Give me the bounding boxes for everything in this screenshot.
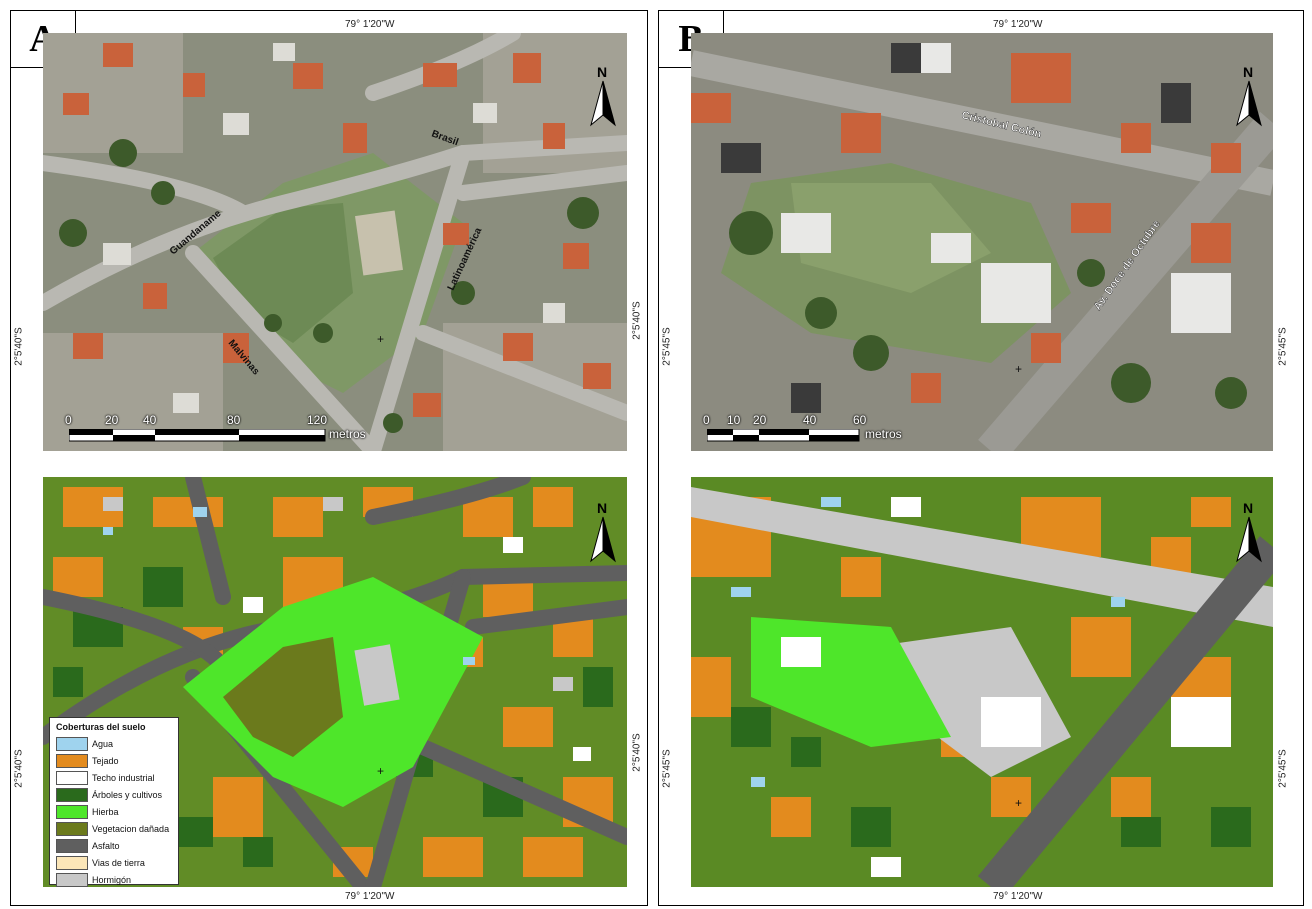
legend-title: Coberturas del suelo <box>56 722 146 732</box>
legend-label: Hormigón <box>92 874 132 885</box>
aerial-photo-b: Cristobal Colón Av. Doce de Octubre + <box>691 33 1273 451</box>
scale-bar-a: 0 20 40 80 120 metros <box>65 413 397 449</box>
coord-left-a-top: 2°5'40"S <box>13 327 25 366</box>
scale-bar-b: 0 10 20 40 60 metros <box>703 413 955 449</box>
north-arrow-icon: N <box>1236 64 1262 127</box>
north-arrow-icon: N <box>590 500 616 563</box>
legend-swatch <box>56 770 88 785</box>
classification-map-b: + N <box>691 477 1273 887</box>
legend-label: Agua <box>92 738 114 749</box>
legend-item: Tejado <box>56 752 172 769</box>
legend-item: Hormigón <box>56 871 172 887</box>
coord-left-b-bottom: 2°5'45"S <box>661 749 673 788</box>
coord-left-b-top: 2°5'45"S <box>661 327 673 366</box>
north-label: N <box>597 500 607 516</box>
north-label: N <box>597 64 607 80</box>
legend-label: Vias de tierra <box>92 857 145 868</box>
legend-item: Vegetacion dañada <box>56 820 172 837</box>
land-cover-map-b: + <box>691 477 1273 887</box>
north-label: N <box>1243 500 1253 516</box>
scale-tick: 40 <box>143 413 157 427</box>
coord-right-a-top: 2°5'40"S <box>631 301 643 340</box>
legend-swatch <box>56 736 88 751</box>
legend-label: Asfalto <box>92 840 120 851</box>
coord-left-a-bottom: 2°5'40"S <box>13 749 25 788</box>
legend-swatch <box>56 787 88 802</box>
coord-top-b: 79° 1'20"W <box>993 19 1043 30</box>
legend-label: Vegetacion dañada <box>92 823 170 834</box>
coord-right-b-bottom: 2°5'45"S <box>1277 749 1289 788</box>
panel-a: A 79° 1'20"W <box>10 10 648 906</box>
legend-item: Techo industrial <box>56 769 172 786</box>
coord-top-a: 79° 1'20"W <box>345 19 395 30</box>
legend-swatch <box>56 753 88 768</box>
legend: Coberturas del suelo Agua Tejado Techo ind… <box>49 717 179 887</box>
legend-item: Asfalto <box>56 837 172 854</box>
legend-item: Vias de tierra <box>56 854 172 871</box>
scale-tick: 120 <box>307 413 328 427</box>
scale-tick: 60 <box>853 413 867 427</box>
legend-item: Agua <box>56 735 172 752</box>
scale-tick: 10 <box>727 413 741 427</box>
legend-item: Hierba <box>56 803 172 820</box>
scale-tick: 20 <box>753 413 767 427</box>
north-arrow-icon: N <box>1236 500 1262 563</box>
scale-unit: metros <box>865 427 902 441</box>
scale-tick: 40 <box>803 413 817 427</box>
panel-b: B 79° 1'20"W <box>658 10 1304 906</box>
legend-label: Tejado <box>92 755 119 766</box>
legend-swatch <box>56 855 88 870</box>
coord-right-a-bottom: 2°5'40"S <box>631 733 643 772</box>
scale-tick: 20 <box>105 413 119 427</box>
classification-map-a: + N Coberturas del suelo Agua Tejado Techo… <box>43 477 627 887</box>
legend-swatch <box>56 838 88 853</box>
legend-label: Techo industrial <box>92 772 155 783</box>
scale-unit: metros <box>329 427 366 441</box>
legend-label: Hierba <box>92 806 119 817</box>
center-cross-b-map: + <box>1015 796 1022 810</box>
scale-tick: 0 <box>65 413 72 427</box>
legend-swatch <box>56 872 88 887</box>
aerial-image-b: Cristobal Colón Av. Doce de Octubre + N … <box>691 33 1273 451</box>
north-label: N <box>1243 64 1253 80</box>
scale-tick: 0 <box>703 413 710 427</box>
legend-swatch <box>56 804 88 819</box>
aerial-photo-a: Brasil Guandaname Latinoamérica Malvinas… <box>43 33 627 451</box>
legend-label: Árboles y cultivos <box>92 789 163 800</box>
center-cross-b: + <box>1015 362 1022 376</box>
center-cross-a: + <box>377 332 384 346</box>
coord-right-b-top: 2°5'45"S <box>1277 327 1289 366</box>
center-cross-a-map: + <box>377 764 384 778</box>
coord-bottom-a: 79° 1'20"W <box>345 891 395 902</box>
coord-bottom-b: 79° 1'20"W <box>993 891 1043 902</box>
scale-tick: 80 <box>227 413 241 427</box>
legend-swatch <box>56 821 88 836</box>
north-arrow-icon: N <box>590 64 616 127</box>
legend-item: Árboles y cultivos <box>56 786 172 803</box>
aerial-image-a: Brasil Guandaname Latinoamérica Malvinas… <box>43 33 627 451</box>
